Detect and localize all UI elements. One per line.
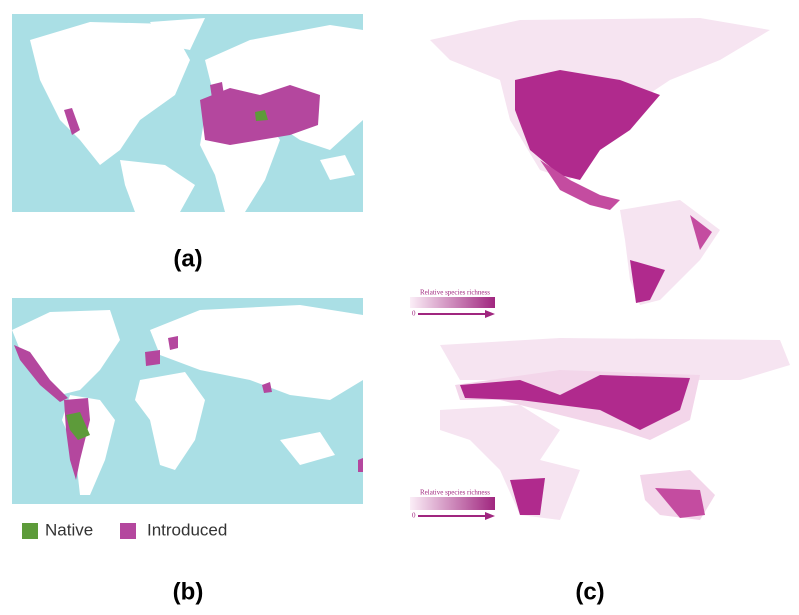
legend-swatch (22, 523, 38, 539)
color-ramp (410, 497, 495, 510)
legend-label: Native (45, 520, 93, 539)
legend-min: 0 (412, 512, 416, 520)
color-ramp (410, 297, 495, 308)
map-c-americas (430, 18, 770, 305)
legend-swatch (120, 523, 136, 539)
map-c-old-world (440, 338, 790, 520)
panel-label: (a) (173, 245, 202, 272)
legend-title: Relative species richness (420, 289, 490, 297)
panel-label: (c) (575, 578, 604, 605)
panel-label: (b) (173, 578, 204, 605)
map-b (12, 298, 363, 504)
legend-min: 0 (412, 310, 416, 318)
legend-label: Introduced (147, 520, 227, 539)
legend-title: Relative species richness (420, 489, 490, 497)
map-a (12, 14, 363, 212)
